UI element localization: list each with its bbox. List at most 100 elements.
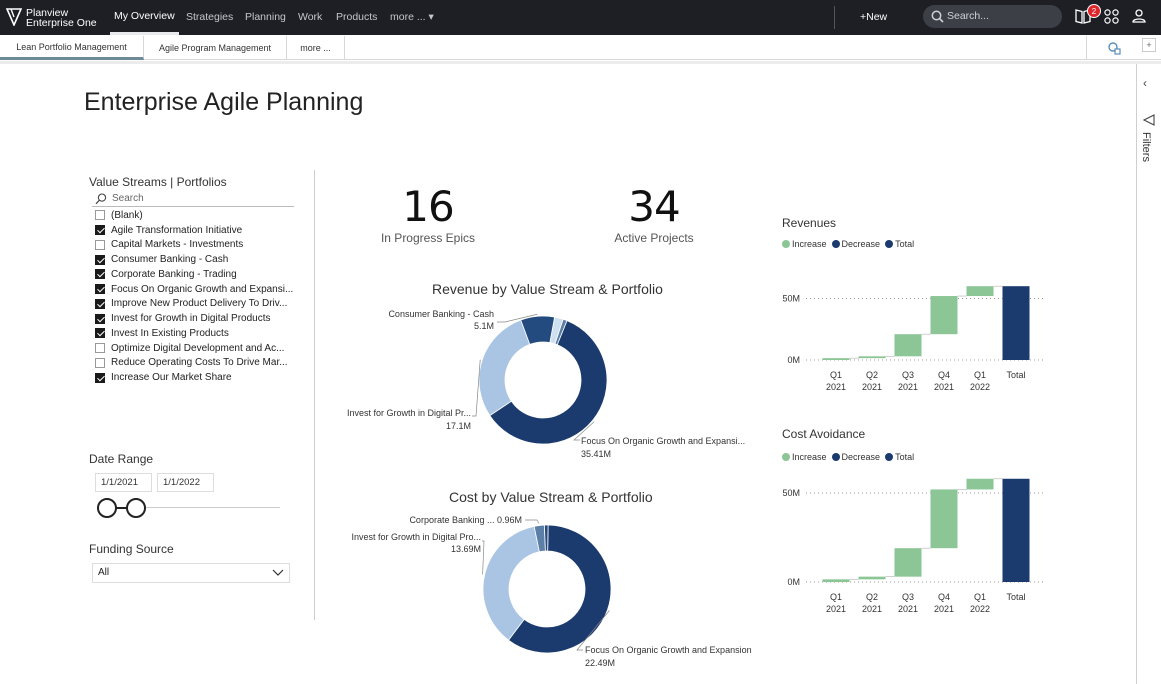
slicer-item[interactable]: Invest for Growth in Digital Products	[95, 311, 297, 326]
data-label-value: 35.41M	[581, 449, 611, 459]
x-tick-label: 2021	[898, 382, 918, 392]
checkbox[interactable]	[95, 298, 105, 309]
donut-slice	[489, 320, 608, 445]
funding-source-dropdown[interactable]: All	[92, 563, 290, 583]
workspace-settings-icon[interactable]	[1107, 41, 1121, 55]
slicer-item[interactable]: Reduce Operating Costs To Drive Mar...	[95, 356, 297, 371]
legend-label: Total	[895, 452, 915, 462]
slicer-item[interactable]: Improve New Product Delivery To Driv...	[95, 297, 297, 312]
legend-label: Increase	[792, 239, 827, 249]
page-title: Enterprise Agile Planning	[84, 88, 364, 116]
slicer-item[interactable]: Invest In Existing Products	[95, 326, 297, 341]
nav-my-overview[interactable]: My Overview	[110, 0, 179, 35]
waterfall-bar-increase	[858, 356, 886, 359]
legend-label: Decrease	[841, 452, 881, 462]
revenue-donut-title: Revenue by Value Stream & Portfolio	[432, 281, 663, 297]
slicer-item[interactable]: Consumer Banking - Cash	[95, 252, 297, 267]
global-search[interactable]: Search...	[923, 5, 1062, 28]
tab-more[interactable]: more ...	[287, 36, 345, 60]
data-label-name: Focus On Organic Growth and Expansi...	[581, 436, 745, 446]
legend-swatch-decrease	[831, 240, 840, 248]
slicer-item[interactable]: Increase Our Market Share	[95, 370, 297, 385]
legend-label: Increase	[792, 452, 827, 462]
checkbox[interactable]	[95, 239, 105, 250]
slicer-item[interactable]: Capital Markets - Investments	[95, 238, 297, 253]
x-tick-label: 2021	[934, 382, 954, 392]
slicer-item[interactable]: Agile Transformation Initiative	[95, 223, 297, 238]
checkbox[interactable]	[95, 225, 105, 236]
date-slider-start-handle[interactable]	[97, 498, 117, 518]
x-tick-label: Q1	[830, 592, 842, 602]
x-tick-label: Q4	[938, 370, 950, 380]
revenues-chart-title: Revenues	[782, 216, 837, 230]
y-tick-label: 0M	[787, 577, 800, 587]
x-tick-label: 2022	[970, 382, 990, 392]
cost-avoidance-legend: Increase Decrease Total	[782, 452, 919, 462]
donut-slice	[478, 319, 531, 417]
date-end-input[interactable]: 1/1/2022	[157, 473, 214, 492]
donut-slice	[482, 525, 540, 641]
filters-pane[interactable]: ‹ Filters	[1136, 64, 1161, 684]
checkbox[interactable]	[95, 254, 105, 265]
slicer-item[interactable]: (Blank)	[95, 208, 297, 223]
chevron-down-icon	[272, 569, 284, 576]
slicer-item[interactable]: Focus On Organic Growth and Expansi...	[95, 282, 297, 297]
date-start-input[interactable]: 1/1/2021	[95, 473, 152, 492]
checkbox[interactable]	[95, 357, 105, 368]
donut-slice	[543, 524, 549, 552]
planview-logo-icon	[6, 8, 22, 26]
revenues-legend: Increase Decrease Total	[782, 239, 919, 249]
chevron-left-icon[interactable]: ‹	[1143, 76, 1147, 90]
checkbox[interactable]	[95, 284, 105, 295]
checkbox[interactable]	[95, 210, 105, 221]
nav-planning[interactable]: Planning	[245, 11, 286, 23]
notifications-book-icon[interactable]	[1075, 8, 1091, 24]
slicer-search-input[interactable]: Search	[92, 192, 294, 207]
nav-work[interactable]: Work	[298, 11, 323, 23]
nav-strategies[interactable]: Strategies	[186, 11, 234, 23]
waterfall-bar-total	[1002, 286, 1030, 360]
checkbox[interactable]	[95, 328, 105, 339]
nav-more[interactable]: more ... ▾	[390, 11, 434, 23]
apps-grid-icon[interactable]	[1104, 9, 1119, 24]
checkbox[interactable]	[95, 313, 105, 324]
data-label-value: 13.69M	[451, 544, 481, 554]
slicer-search-placeholder: Search	[112, 193, 144, 204]
funding-source-title: Funding Source	[89, 542, 174, 556]
date-slider-track[interactable]	[105, 507, 280, 508]
x-tick-label: 2021	[862, 604, 882, 614]
x-tick-label: Q1	[974, 370, 986, 380]
legend-swatch-increase	[782, 453, 790, 461]
checkbox[interactable]	[95, 372, 105, 383]
nav-products[interactable]: Products	[336, 11, 378, 23]
x-tick-label: 2021	[826, 382, 846, 392]
user-profile-icon[interactable]	[1132, 9, 1146, 23]
waterfall-bar-increase	[966, 478, 994, 490]
kpi-active-projects-label: Active Projects	[614, 231, 694, 245]
tab-lean-portfolio-management[interactable]: Lean Portfolio Management	[0, 36, 144, 60]
waterfall-bar-increase	[966, 286, 994, 297]
checkbox[interactable]	[95, 269, 105, 280]
logo-text-line2: Enterprise One	[26, 17, 97, 29]
cost-avoidance-chart-title: Cost Avoidance	[782, 427, 866, 441]
waterfall-bar-increase	[894, 548, 922, 577]
new-button[interactable]: +New	[860, 11, 888, 23]
planview-logo[interactable]: Planview Enterprise One	[6, 7, 97, 29]
x-tick-label: 2021	[826, 604, 846, 614]
data-label: Corporate Banking ... 0.96M	[409, 515, 522, 525]
waterfall-bar-increase	[822, 579, 850, 582]
search-icon	[931, 10, 944, 23]
kpi-in-progress-epics-value: 16	[402, 182, 454, 231]
slicer-item[interactable]: Corporate Banking - Trading	[95, 267, 297, 282]
leader-line	[573, 421, 595, 441]
data-label-name: Invest for Growth in Digital Pro...	[351, 532, 481, 542]
add-tab-button[interactable]: +	[1142, 38, 1156, 52]
leader-line	[525, 519, 540, 524]
funding-source-value: All	[98, 567, 110, 578]
date-slider-end-handle[interactable]	[126, 498, 146, 518]
data-label-name: Consumer Banking - Cash	[388, 309, 494, 319]
checkbox[interactable]	[95, 343, 105, 354]
x-tick-label: Total	[1006, 592, 1025, 602]
tab-agile-program-management[interactable]: Agile Program Management	[144, 36, 287, 60]
slicer-item[interactable]: Optimize Digital Development and Ac...	[95, 341, 297, 356]
